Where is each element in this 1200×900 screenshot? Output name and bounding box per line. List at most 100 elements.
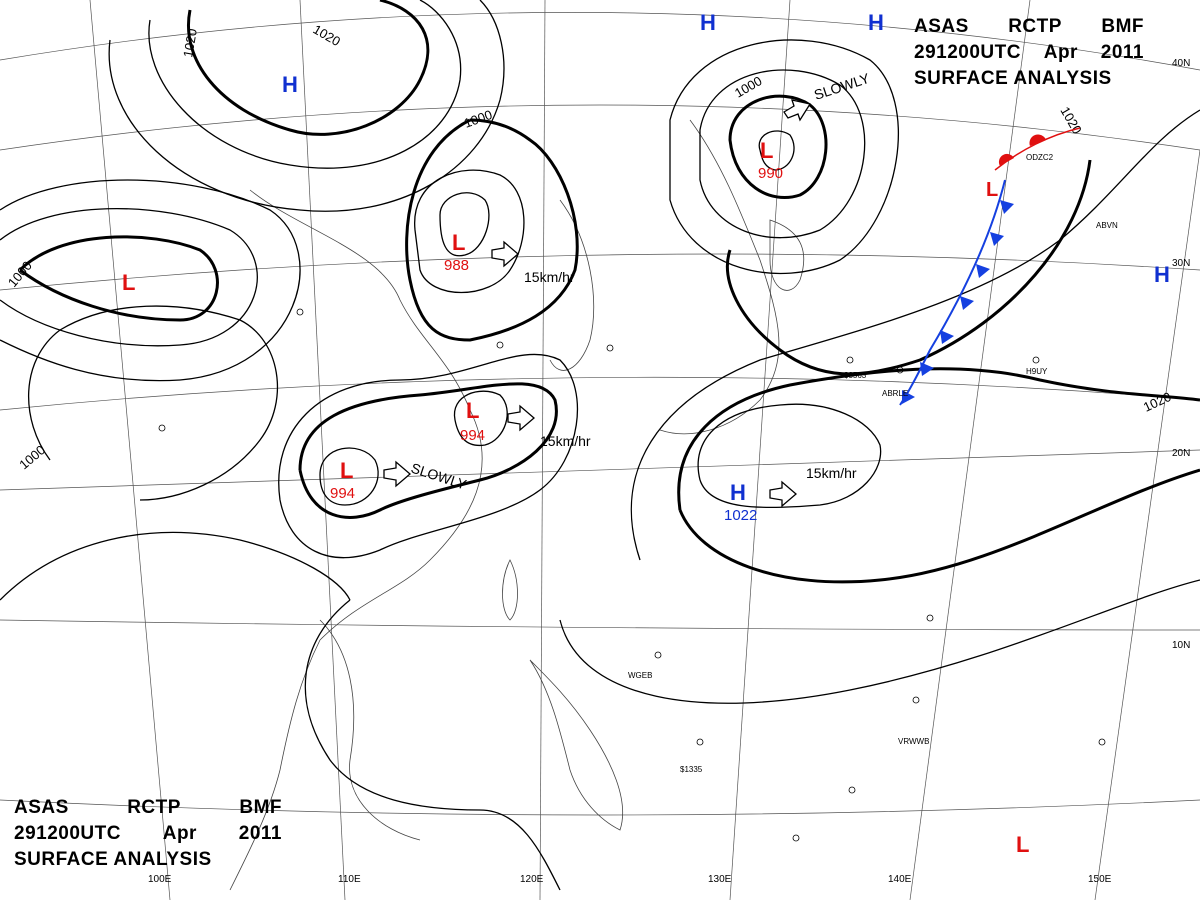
- station-circle-icon: [792, 834, 800, 842]
- isobar: [439, 192, 490, 257]
- longitude-label: 100E: [148, 874, 172, 885]
- latitude-label: 40N: [1172, 58, 1190, 69]
- longitude-label: 110E: [338, 874, 361, 885]
- header-title: SURFACE ANALYSIS: [914, 68, 1112, 89]
- latitude-line: [0, 619, 1200, 631]
- station-circle-icon: [296, 308, 304, 316]
- header-issuer-code: ASAS: [14, 797, 69, 818]
- low-center: L: [760, 138, 773, 163]
- warm-front-semicircle-icon: [998, 153, 1014, 166]
- latitude-label: 30N: [1172, 258, 1190, 269]
- isobar: [278, 353, 579, 559]
- high-center-value: 1022: [724, 507, 757, 524]
- movement-label: 15km/hr: [806, 465, 857, 481]
- warm-front: [994, 127, 1081, 171]
- warm-front-semicircle-icon: [1029, 134, 1046, 146]
- high-center: H: [1154, 262, 1170, 287]
- longitude-line: [539, 0, 546, 900]
- isobar-label: 1020: [311, 22, 344, 49]
- header-time: 291200UTC: [14, 823, 121, 844]
- isobar-label: 1000: [732, 73, 765, 100]
- latitude-line: [0, 449, 1200, 491]
- cold-front-triangle-icon: [902, 390, 915, 404]
- isobar: [187, 0, 430, 136]
- cold-front-triangle-icon: [940, 330, 954, 344]
- low-center-value: 994: [460, 427, 485, 444]
- station-circle-icon: [496, 341, 504, 349]
- station-labels: WGEB VRWWB ABRLE H9UY ODZC2 ABVN $1335 $…: [628, 153, 1118, 774]
- station-circle-icon: [926, 614, 934, 622]
- station-label: $3563: [844, 371, 867, 380]
- station-circle-icon: [606, 344, 614, 352]
- header-center-code: RCTP: [127, 797, 181, 818]
- coastline-korea: [549, 199, 595, 371]
- header-suffix-code: BMF: [1101, 16, 1144, 37]
- high-center: H: [282, 72, 298, 97]
- movement-arrow-icon: [507, 404, 535, 432]
- station-label: $1335: [680, 765, 703, 774]
- isobar-label: 1000: [16, 442, 48, 472]
- low-center-value: 994: [330, 485, 355, 502]
- header-issuer-code: ASAS: [914, 16, 969, 37]
- isobar: [728, 94, 828, 200]
- longitude-label: 150E: [1088, 874, 1112, 885]
- isobar: [758, 130, 795, 171]
- isobar: [559, 579, 1200, 704]
- isobar: [108, 0, 505, 212]
- longitude-line: [909, 0, 1031, 900]
- high-center: H: [700, 10, 716, 35]
- station-label: WGEB: [628, 671, 652, 680]
- station-label: ODZC2: [1026, 153, 1054, 162]
- station-circle-icon: [1098, 738, 1106, 746]
- coastline-philippines: [529, 659, 624, 831]
- header-line-2: 291200UTC Apr 2011: [914, 40, 1144, 66]
- chart-header-bottom-left: ASAS RCTP BMF 291200UTC Apr 2011 SURFACE…: [14, 795, 282, 873]
- latitude-line: [0, 376, 1200, 411]
- coastline-hokkaido: [769, 219, 804, 291]
- low-center-value: 990: [758, 165, 783, 182]
- latitude-line: [0, 104, 1200, 151]
- header-line-3: SURFACE ANALYSIS: [914, 66, 1144, 92]
- isobar: [630, 109, 1200, 561]
- movement-arrow-icon: [769, 480, 797, 508]
- isobar: [18, 235, 219, 322]
- latitude-line: [0, 12, 1200, 71]
- low-center: L: [466, 398, 479, 423]
- longitude-label: 120E: [520, 874, 544, 885]
- header-suffix-code: BMF: [239, 797, 282, 818]
- station-circle-icon: [696, 738, 704, 746]
- coastline-taiwan: [502, 559, 518, 621]
- isobar-label: 1020: [180, 27, 200, 58]
- latitude-line: [0, 253, 1200, 291]
- station-circle-icon: [846, 356, 854, 364]
- isobar: [677, 367, 1200, 584]
- low-center: L: [1016, 832, 1029, 857]
- movement-label: 15km/hr: [540, 433, 591, 449]
- isobar: [27, 305, 279, 501]
- low-center: L: [340, 458, 353, 483]
- warm-front-line: [994, 127, 1081, 171]
- pressure-centers: H H H H H 1022 L L 988 L 994 L 994 L 990…: [122, 10, 1170, 857]
- station-circle-icon: [896, 366, 904, 374]
- longitude-line: [729, 0, 791, 900]
- isobar: [148, 0, 462, 169]
- movement-label: SLOWLY: [409, 460, 469, 493]
- header-month: Apr: [162, 823, 197, 844]
- longitude-label: 140E: [888, 874, 912, 885]
- header-center-code: RCTP: [1008, 16, 1062, 37]
- station-circle-icon: [1032, 356, 1040, 364]
- coastline-japan: [659, 119, 780, 435]
- isobar: [697, 403, 882, 509]
- station-label: ABRLE: [882, 389, 908, 398]
- station-circle-icon: [912, 696, 920, 704]
- station-plots: [158, 308, 1106, 842]
- isobar: [453, 390, 508, 447]
- coastline-indochina: [319, 619, 421, 841]
- movement-label: 15km/hr: [524, 269, 575, 285]
- high-center: H: [868, 10, 884, 35]
- low-center: L: [986, 179, 998, 201]
- header-time: 291200UTC: [914, 42, 1021, 63]
- isobar: [405, 118, 579, 342]
